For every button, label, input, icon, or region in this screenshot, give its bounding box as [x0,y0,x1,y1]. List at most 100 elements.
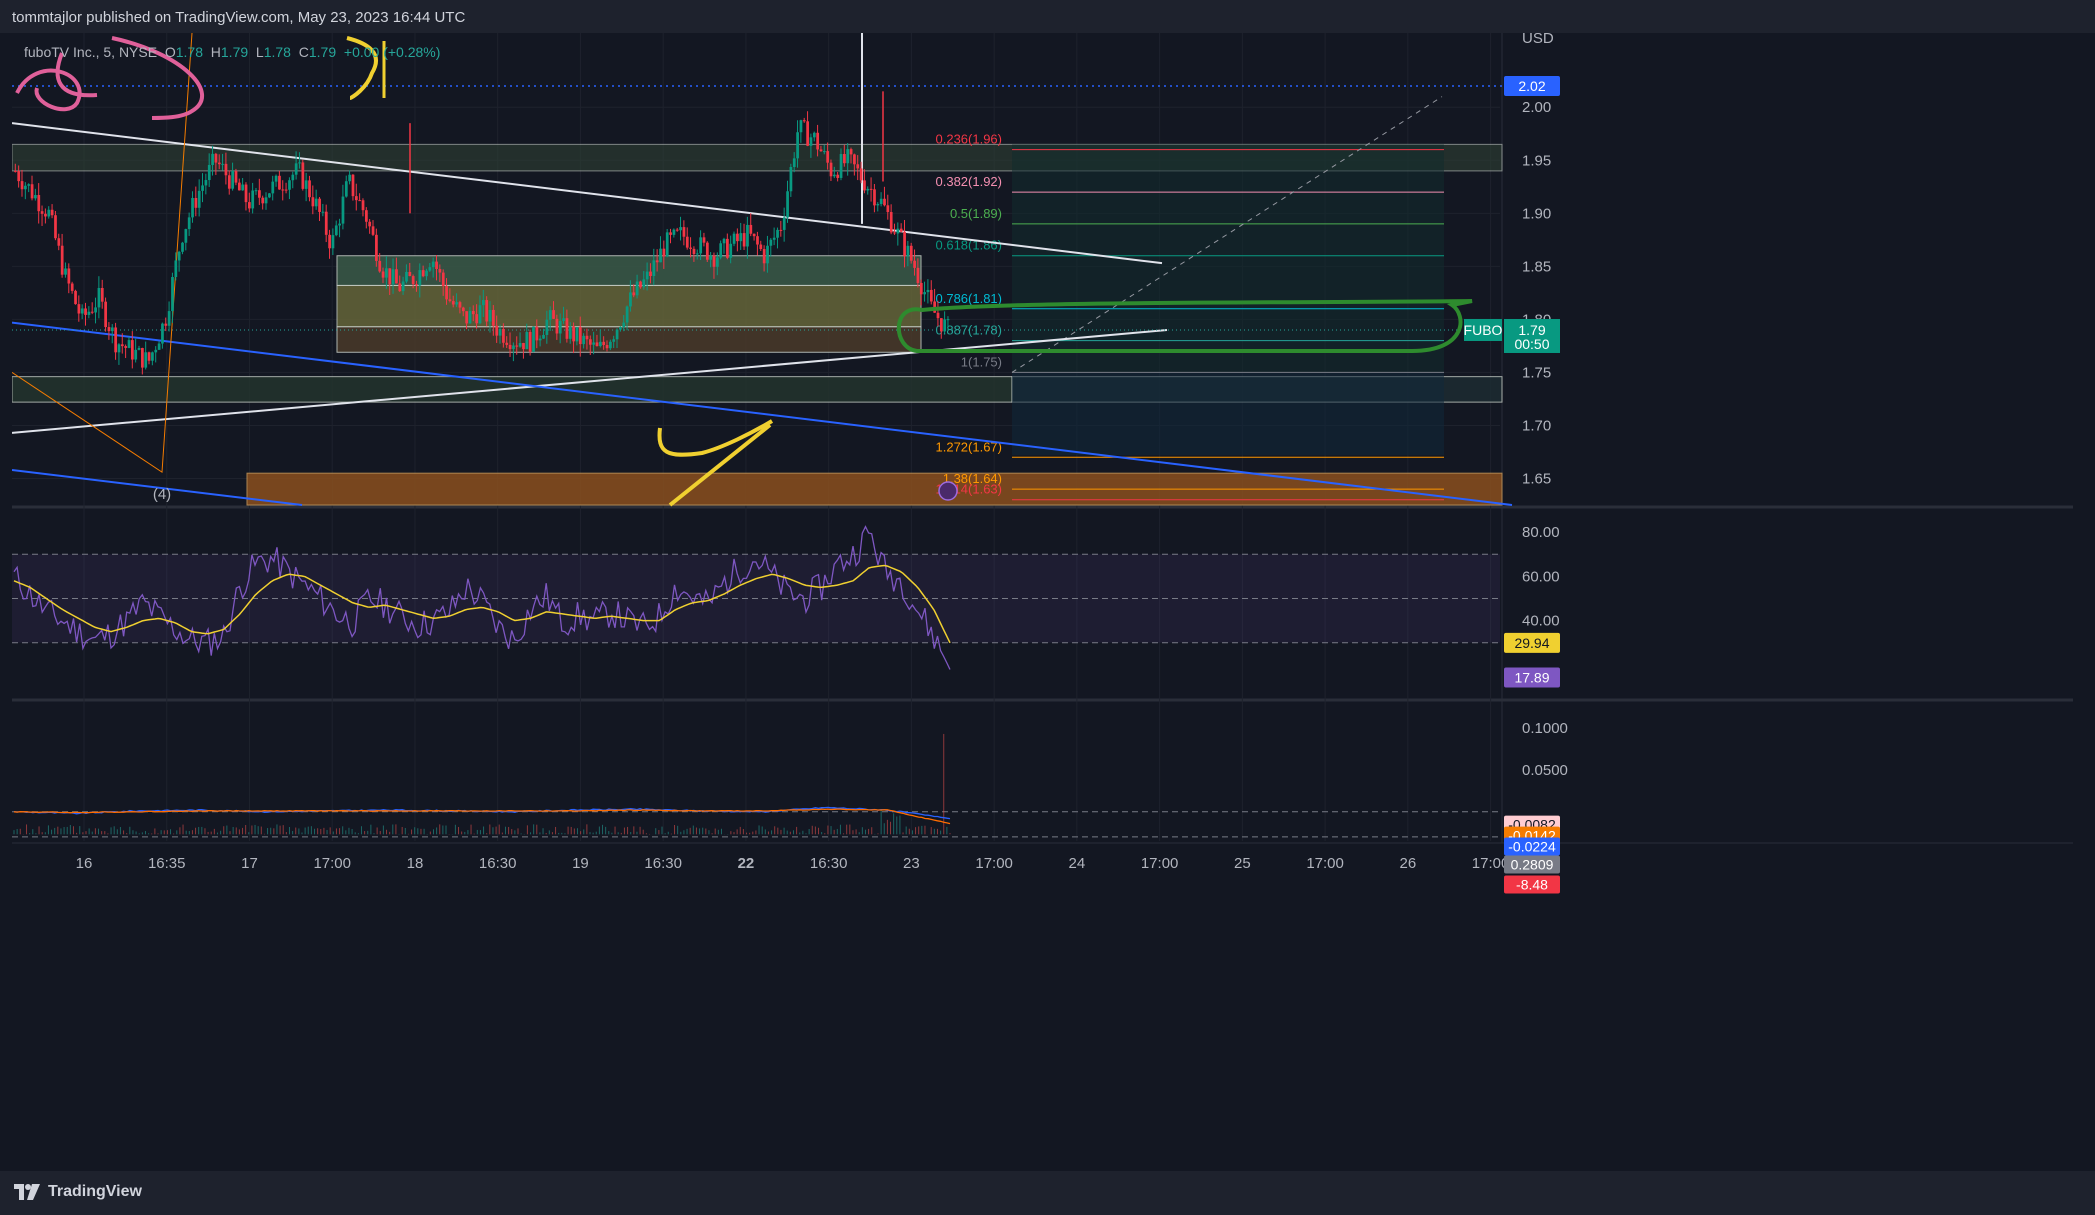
candle-body [184,229,188,243]
candle-body [117,344,121,353]
candle-body [207,164,211,181]
rsi-value-tag-text: 17.89 [1514,669,1549,685]
candle-body [786,191,789,218]
candle-body [314,198,318,207]
macd-histogram [13,733,951,835]
candle-body [642,279,646,288]
candle-body [909,245,913,261]
candle-body [100,287,104,302]
candle-body [197,190,201,208]
candle-body [461,307,465,312]
candle-body [572,326,575,342]
candle-body [251,190,255,209]
candle-body [288,180,291,190]
level-tag [1504,76,1560,97]
candle-body [662,248,666,257]
time-tick-label: 16 [76,855,93,872]
candle-body [114,327,118,353]
candle-body [120,344,124,347]
legend-change: +0.00 (+0.28%) [343,44,441,60]
candles [14,111,950,375]
candle-body [829,162,833,177]
legend-high-label: H [210,44,221,60]
current-price-text: 1.79 [1518,322,1545,338]
candle-body [217,162,221,165]
rsi-ma-tag [1504,632,1560,653]
candle-body [157,343,161,350]
tradingview-brand[interactable]: TradingView [14,1183,142,1201]
chart-area[interactable]: 2.001.951.901.851.801.751.701.65USD1616:… [12,33,2073,1171]
candle-body [64,268,67,275]
candle-body [308,180,311,198]
candle-body [629,292,632,307]
macd-tag-histogram-text: -0.0224 [1508,838,1556,854]
candle-body [50,209,54,216]
signal-line [13,808,951,825]
channel-line-lower [12,469,303,506]
candle-body [237,182,241,191]
candle-body [468,310,472,324]
candle-body [274,175,278,182]
candle-body [776,229,779,238]
candle-body [328,234,331,249]
annotation-checkmark [657,419,774,457]
candle-body [889,212,893,233]
time-tick-label: 23 [903,855,920,872]
candle-body [214,153,218,163]
candle-body [652,260,656,277]
candle-body [792,158,796,168]
candle-body [833,174,836,177]
candle-body [97,287,101,308]
candle-body [141,348,144,368]
candle-body [44,213,47,217]
candle-body [879,198,883,204]
macd-tag-volume_b-text: -8.48 [1516,876,1548,892]
support-zone [12,376,1013,403]
candle-body [445,285,448,300]
annotation-checkmark [668,423,772,507]
candle-body [946,319,950,321]
candle-body [54,215,57,239]
candle-body [27,184,31,186]
candle-body [846,149,850,164]
candle-body [107,327,111,332]
macd-tag-histogram [1504,837,1560,856]
candle-body [365,210,368,222]
candle-body [759,244,763,250]
candle-body [535,326,539,341]
macd-line [13,806,951,820]
candle-body [144,352,148,368]
legend-low-label: L [255,44,264,60]
candle-body [873,189,876,206]
candle-body [595,342,599,347]
candle-body [622,322,626,328]
candle-body [147,352,151,361]
candle-body [405,271,408,282]
time-tick-label: 17:00 [1472,855,1510,872]
resistance-trendline [12,122,1163,265]
candle-body [498,328,502,336]
candle-body [495,325,499,336]
candle-body [381,271,385,278]
wave-lines [12,33,193,474]
symbol-tag [1464,318,1502,341]
time-tick-label: 17:00 [313,855,351,872]
candle-body [258,190,261,198]
candle-body [428,267,432,271]
candle-body [194,197,198,208]
candle-body [515,345,519,347]
candle-body [886,205,890,213]
fib-area-lower [1012,372,1444,456]
candle-body [585,335,589,340]
legend-low: 1.78 [263,44,291,60]
candle-body [455,302,458,305]
fib-level-label: 1.272(1.67) [936,439,1003,454]
annotation-ellipse [896,299,1473,353]
candle-body [578,327,582,345]
chart-canvas[interactable]: 2.001.951.901.851.801.751.701.65USD1616:… [12,33,2073,1171]
price-tick-label: 1.90 [1522,205,1551,222]
candle-body [562,318,565,321]
candle-body [528,331,532,352]
candle-body [174,260,178,278]
candle-body [321,211,325,213]
